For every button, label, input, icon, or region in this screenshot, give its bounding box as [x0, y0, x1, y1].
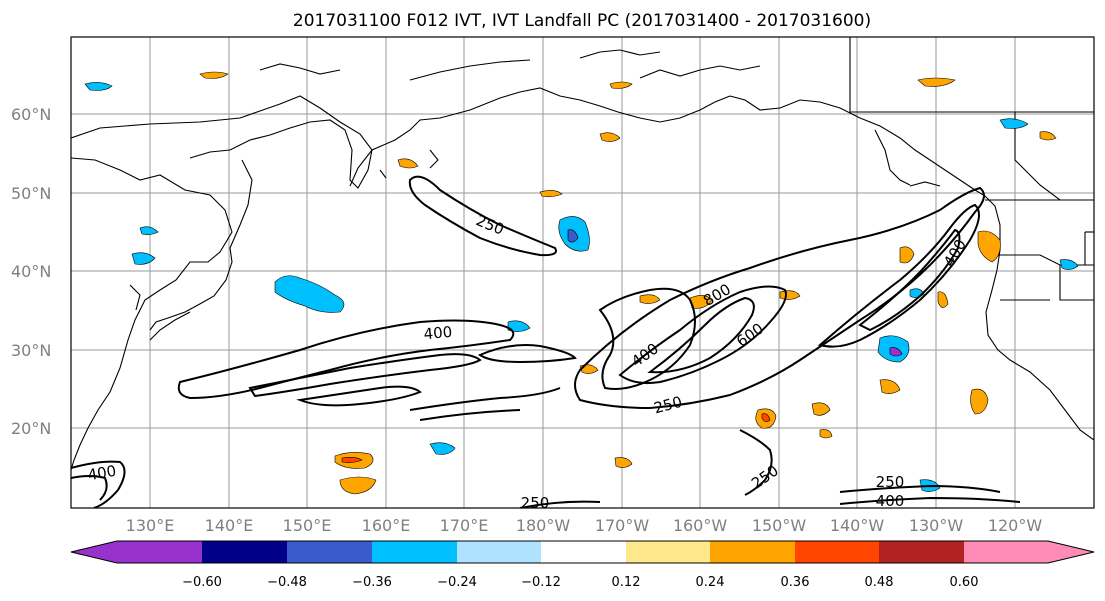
lon-label: 150°E: [283, 516, 332, 535]
contour-label: 250: [876, 473, 905, 491]
map-gridlines: [71, 37, 1094, 508]
colorbar-segment: [287, 541, 372, 563]
lon-label: 160°W: [673, 516, 728, 535]
colorbar: −0.60 −0.48 −0.36 −0.24 −0.12 0.12 0.24 …: [70, 540, 1095, 590]
lat-label-60n: 60°N: [11, 105, 51, 124]
colorbar-tick-label: −0.12: [521, 575, 561, 590]
colorbar-segment: [457, 541, 541, 563]
lon-label: 170°E: [440, 516, 489, 535]
colorbar-tick-label: 0.36: [781, 575, 810, 590]
colorbar-extend-high: [1048, 541, 1094, 563]
contour-label: 400: [86, 462, 117, 485]
colorbar-tick-label: −0.36: [352, 575, 392, 590]
colorbar-tick-label: −0.60: [182, 575, 222, 590]
lat-label-20n: 20°N: [11, 419, 51, 438]
colorbar-tick-label: −0.24: [437, 575, 477, 590]
ivt-contours: [71, 175, 1021, 508]
colorbar-segment: [626, 541, 710, 563]
lat-label-50n: 50°N: [11, 184, 51, 203]
colorbar-segment: [879, 541, 964, 563]
colorbar-tick-label: 0.12: [612, 575, 641, 590]
figure-title: 2017031100 F012 IVT, IVT Landfall PC (20…: [293, 11, 871, 31]
latitude-labels: 60°N 50°N 40°N 30°N 20°N: [11, 105, 51, 438]
contour-label: 400: [423, 323, 453, 343]
lon-label: 170°W: [595, 516, 650, 535]
colorbar-segment: [202, 541, 287, 563]
colorbar-segment: [372, 541, 457, 563]
colorbar-ticks: −0.60 −0.48 −0.36 −0.24 −0.12 0.12 0.24 …: [182, 575, 978, 590]
ivt-anomaly-shading: [84, 71, 1079, 495]
colorbar-tick-label: 0.48: [865, 575, 894, 590]
colorbar-segment: [541, 541, 626, 563]
coastlines: [71, 37, 1094, 471]
contour-label: 400: [876, 492, 905, 510]
lon-label: 150°W: [752, 516, 807, 535]
longitude-labels: 130°E 140°E 150°E 160°E 170°E 180°W 170°…: [126, 516, 1043, 535]
lat-label-40n: 40°N: [11, 262, 51, 281]
colorbar-extend-low: [71, 541, 117, 563]
contour-label: 250: [521, 494, 550, 512]
lat-label-30n: 30°N: [11, 341, 51, 360]
colorbar-segment: [795, 541, 879, 563]
lon-label: 140°E: [205, 516, 254, 535]
lon-label: 180°W: [516, 516, 571, 535]
lon-label: 130°W: [909, 516, 964, 535]
colorbar-tick-label: 0.60: [950, 575, 979, 590]
colorbar-tick-label: −0.48: [267, 575, 307, 590]
colorbar-outline: [70, 540, 1095, 564]
colorbar-segment: [710, 541, 795, 563]
lon-label: 160°E: [362, 516, 411, 535]
map-frame: [70, 36, 1095, 509]
lon-label: 120°W: [988, 516, 1043, 535]
colorbar-segment: [117, 541, 202, 563]
lon-label: 130°E: [126, 516, 175, 535]
colorbar-segment: [964, 541, 1048, 563]
lon-label: 140°W: [830, 516, 885, 535]
colorbar-tick-label: 0.24: [696, 575, 725, 590]
